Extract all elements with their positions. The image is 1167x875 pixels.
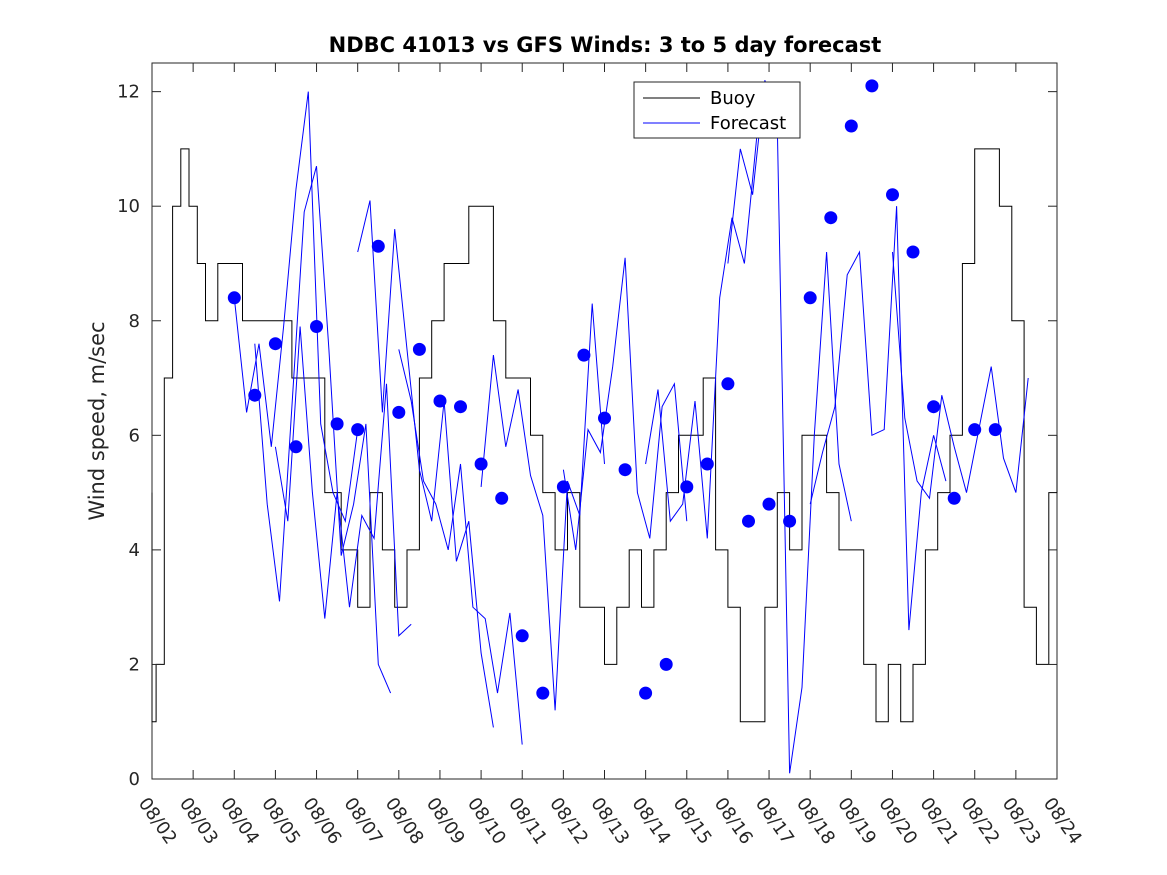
legend-buoy-label: Buoy bbox=[710, 88, 756, 109]
legend-box bbox=[633, 81, 801, 139]
y-tick-label: 12 bbox=[117, 82, 140, 103]
forecast-point bbox=[248, 388, 262, 402]
y-tick-label: 4 bbox=[129, 540, 140, 561]
forecast-point bbox=[227, 291, 241, 305]
y-tick-label: 10 bbox=[117, 196, 140, 217]
forecast-point bbox=[371, 239, 385, 253]
forecast-point bbox=[577, 348, 591, 362]
forecast-point bbox=[556, 480, 570, 494]
forecast-line-9 bbox=[727, 80, 852, 774]
forecast-markers bbox=[227, 79, 1002, 700]
forecast-series bbox=[233, 80, 1029, 774]
forecast-point bbox=[433, 394, 447, 408]
forecast-point bbox=[454, 400, 467, 414]
forecast-point bbox=[927, 400, 941, 414]
forecast-line-6 bbox=[480, 303, 605, 711]
forecast-point bbox=[351, 423, 365, 437]
forecast-line-5 bbox=[398, 349, 523, 745]
forecast-point bbox=[803, 291, 817, 305]
forecast-point bbox=[639, 686, 653, 700]
y-tick-label: 6 bbox=[129, 425, 140, 446]
forecast-point bbox=[947, 491, 961, 505]
forecast-point bbox=[618, 463, 632, 477]
forecast-point bbox=[310, 320, 323, 333]
legend: Buoy Forecast bbox=[633, 81, 801, 139]
forecast-line-10 bbox=[809, 206, 947, 631]
y-tick-label: 8 bbox=[129, 311, 140, 332]
forecast-point bbox=[783, 514, 797, 528]
forecast-line-4 bbox=[357, 200, 494, 728]
forecast-point bbox=[988, 423, 1002, 437]
forecast-line-11 bbox=[892, 251, 1029, 500]
forecast-point bbox=[742, 514, 755, 528]
forecast-point bbox=[515, 629, 529, 643]
forecast-point bbox=[474, 457, 488, 471]
buoy-series bbox=[151, 148, 1058, 723]
forecast-point bbox=[762, 497, 776, 511]
forecast-point bbox=[844, 119, 858, 133]
forecast-point bbox=[886, 188, 899, 202]
forecast-point bbox=[536, 686, 550, 700]
forecast-line-8 bbox=[645, 85, 770, 539]
y-tick-label: 2 bbox=[129, 654, 140, 675]
forecast-point bbox=[495, 491, 509, 505]
forecast-point bbox=[598, 411, 611, 425]
forecast-point bbox=[659, 657, 673, 671]
buoy-line bbox=[151, 148, 1058, 723]
forecast-line-7 bbox=[562, 257, 688, 550]
y-axis: 0 2 4 6 8 10 12 bbox=[117, 82, 1057, 790]
forecast-point bbox=[412, 342, 426, 356]
forecast-line-1 bbox=[233, 91, 359, 524]
forecast-point bbox=[721, 377, 735, 391]
forecast-point bbox=[700, 457, 714, 471]
forecast-point bbox=[289, 440, 303, 454]
legend-forecast-label: Forecast bbox=[710, 113, 786, 134]
chart-title: NDBC 41013 vs GFS Winds: 3 to 5 day fore… bbox=[329, 33, 882, 57]
forecast-point bbox=[268, 337, 282, 351]
forecast-line-2 bbox=[254, 165, 392, 694]
forecast-point bbox=[865, 79, 879, 93]
forecast-point bbox=[330, 417, 344, 431]
forecast-point bbox=[392, 405, 406, 419]
forecast-point bbox=[680, 480, 694, 494]
y-tick-label: 0 bbox=[129, 769, 140, 790]
y-axis-label: Wind speed, m/sec bbox=[85, 321, 109, 520]
forecast-point bbox=[906, 245, 920, 259]
forecast-point bbox=[824, 211, 838, 225]
forecast-point bbox=[968, 423, 982, 437]
forecast-line-3 bbox=[274, 326, 412, 637]
